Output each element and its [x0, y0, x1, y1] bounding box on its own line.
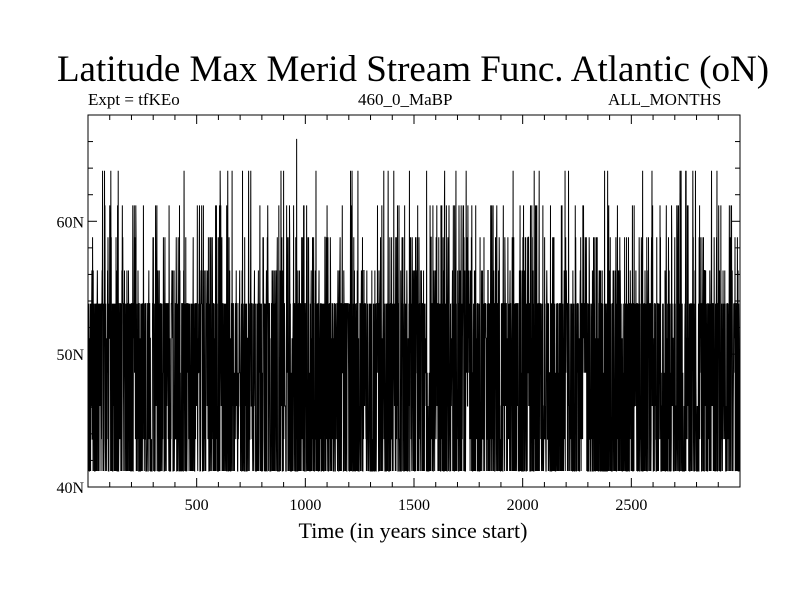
y-tick-label: 50N: [56, 347, 84, 364]
axis-tick-labels: 500 1000 1500 2000 2500 40N 50N 60N: [56, 214, 647, 514]
subtitle-experiment: Expt = tfKEo: [88, 90, 180, 109]
x-tick-label: 1500: [398, 497, 430, 514]
axis-ticks: [88, 114, 740, 488]
y-tick-label: 40N: [56, 480, 84, 497]
subtitle-months: ALL_MONTHS: [608, 90, 722, 109]
chart-title: Latitude Max Merid Stream Func. Atlantic…: [56, 49, 770, 90]
x-tick-label: 500: [185, 497, 209, 514]
x-axis-label: Time (in years since start): [298, 518, 528, 543]
x-tick-label: 2000: [507, 497, 539, 514]
x-tick-label: 2500: [615, 497, 647, 514]
series-line: [87, 138, 741, 472]
subtitle-period: 460_0_MaBP: [358, 90, 453, 109]
x-tick-label: 1000: [289, 497, 321, 514]
y-tick-label: 60N: [56, 214, 84, 231]
series-line-group: [87, 138, 741, 472]
